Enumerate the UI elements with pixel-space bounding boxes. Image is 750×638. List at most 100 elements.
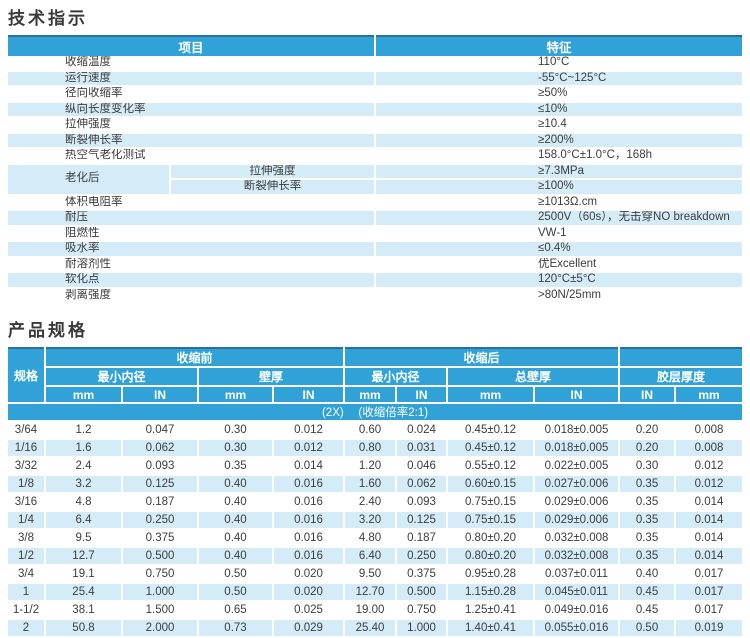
spec-cell-value: 0.014: [273, 457, 346, 476]
spec-cell-value: 0.062: [396, 475, 449, 494]
spec-cell-value: 0.031: [396, 439, 449, 458]
spec-col-header-size: 规格: [8, 348, 46, 404]
spec-size-value: 3/64: [8, 421, 46, 440]
spec-cell-value: 1.6: [45, 439, 123, 458]
spec-cell-value: 0.375: [122, 529, 199, 548]
spec-cell-value: 0.500: [396, 583, 449, 602]
spec-cell-value: 0.50: [619, 619, 677, 638]
spec-cell-value: 0.750: [396, 601, 449, 620]
spec-cell-value: 0.125: [396, 511, 449, 530]
spec-cell-value: 0.014: [675, 529, 743, 548]
spec-cell-value: 0.016: [273, 475, 346, 494]
tech-table-row: 阻燃性 VW-1: [8, 225, 743, 242]
spec-cell-value: 0.032±0.008: [534, 547, 621, 566]
spec-cell-value: 0.062: [122, 439, 199, 458]
spec-cell-value: 25.4: [45, 583, 123, 602]
spec-cell-value: 0.014: [675, 547, 743, 566]
spec-cell-value: 0.046: [396, 457, 449, 476]
spec-cell-value: 0.45: [619, 583, 677, 602]
spec-cell-value: 0.016: [273, 547, 346, 566]
spec-cell-value: 0.014: [675, 511, 743, 530]
spec-unit-header: IN: [534, 386, 621, 404]
spec-cell-value: 1.2: [45, 421, 123, 440]
spec-cell-value: 0.60±0.15: [447, 475, 536, 494]
spec-cell-value: 0.187: [122, 493, 199, 512]
spec-unit-header: mm: [344, 386, 398, 404]
tech-feature-value: 优Excellent: [375, 256, 743, 273]
spec-cell-value: 0.187: [396, 529, 449, 548]
spec-size-value: 1/2: [8, 547, 46, 566]
spec-cell-value: 0.55±0.12: [447, 457, 536, 476]
spec-cell-value: 0.055±0.016: [534, 619, 621, 638]
spec-cell-value: 0.029±0.006: [534, 511, 621, 530]
spec-header-row-units: mm IN mm IN mm IN mm IN IN mm: [8, 386, 743, 404]
spec-header-row-subgroups: 最小内径 壁厚 最小内径 总壁厚 胶层厚度: [8, 367, 743, 387]
spec-cell-value: 0.40: [198, 493, 274, 512]
tech-item-label: 断裂伸长率: [170, 179, 377, 196]
spec-cell-value: 0.45±0.12: [447, 439, 536, 458]
spec-cell-value: 0.008: [675, 421, 743, 440]
spec-table-body: 3/64 1.2 0.047 0.30 0.012 0.60 0.024 0.45±0.12 0…: [8, 421, 743, 638]
tech-section-title: 技术指示: [8, 9, 88, 28]
spec-cell-value: 2.4: [45, 457, 123, 476]
spec-cell-value: 2.000: [122, 619, 199, 638]
spec-cell-value: 25.40: [344, 619, 398, 638]
product-spec-table: 规格 收缩前 收缩后 最小内径 壁厚 最小内径 总壁厚 胶层厚度 mm IN mm I…: [8, 347, 743, 638]
spec-cell-value: 0.45: [619, 601, 677, 620]
tech-table-row: 拉伸强度 ≥10.4: [8, 117, 743, 134]
tech-item-label: 拉伸强度: [170, 163, 377, 180]
spec-cell-value: 0.20: [619, 421, 677, 440]
spec-cell-value: 0.35: [619, 529, 677, 548]
spec-cell-value: 0.250: [122, 511, 199, 530]
spec-cell-value: 1.000: [122, 583, 199, 602]
spec-cell-value: 3.2: [45, 475, 123, 494]
spec-subheader-wall: 壁厚: [198, 367, 346, 387]
tech-col-header-feature: 特征: [375, 36, 743, 56]
tech-item-label: 剥离强度: [8, 287, 377, 304]
spec-table-row: 3/64 1.2 0.047 0.30 0.012 0.60 0.024 0.45±0.12 0…: [8, 421, 743, 440]
tech-item-label: 耐溶剂性: [8, 256, 377, 273]
spec-cell-value: 0.024: [396, 421, 449, 440]
tech-item-label: 断裂伸长率: [8, 132, 377, 149]
spec-cell-value: 0.019: [675, 619, 743, 638]
shrink-ratio-note: (2X) (收缩倍率2:1): [8, 403, 743, 422]
spec-section-title: 产品规格: [8, 321, 88, 340]
spec-cell-value: 0.500: [122, 547, 199, 566]
spec-cell-value: 0.750: [122, 565, 199, 584]
spec-cell-value: 6.40: [344, 547, 398, 566]
spec-size-value: 3/32: [8, 457, 46, 476]
tech-table-row: 耐溶剂性 优Excellent: [8, 256, 743, 273]
spec-cell-value: 0.75±0.15: [447, 511, 536, 530]
spec-cell-value: 0.80±0.20: [447, 547, 536, 566]
spec-subheader-adhesive: 胶层厚度: [619, 367, 743, 387]
spec-cell-value: 1.500: [122, 601, 199, 620]
spec-unit-header: IN: [122, 386, 199, 404]
spec-cell-value: 50.8: [45, 619, 123, 638]
spec-group-empty: [619, 348, 743, 368]
spec-cell-value: 0.017: [675, 565, 743, 584]
spec-cell-value: 0.73: [198, 619, 274, 638]
spec-table-row: 3/4 19.1 0.750 0.50 0.020 9.50 0.375 0.95±0.28 0…: [8, 565, 743, 584]
spec-cell-value: 12.70: [344, 583, 398, 602]
spec-cell-value: 1.000: [396, 619, 449, 638]
spec-cell-value: 3.20: [344, 511, 398, 530]
spec-table-row: 1 25.4 1.000 0.50 0.020 12.70 0.500 1.15±0.28 0.…: [8, 583, 743, 602]
spec-size-value: 3/16: [8, 493, 46, 512]
spec-cell-value: 19.00: [344, 601, 398, 620]
spec-cell-value: 0.30: [619, 457, 677, 476]
spec-table-row: 3/16 4.8 0.187 0.40 0.016 2.40 0.093 0.75±0.15 0…: [8, 493, 743, 512]
tech-item-label: 耐压: [8, 210, 377, 227]
spec-size-value: 3/8: [8, 529, 46, 548]
spec-cell-value: 0.093: [122, 457, 199, 476]
spec-table-row: 1/4 6.4 0.250 0.40 0.016 3.20 0.125 0.75±0.15 0.…: [8, 511, 743, 530]
spec-header-row-groups: 规格 收缩前 收缩后: [8, 348, 743, 404]
tech-header-row: 项目 特征: [8, 36, 743, 56]
spec-cell-value: 0.012: [273, 421, 346, 440]
spec-cell-value: 0.032±0.008: [534, 529, 621, 548]
tech-feature-value: ≥10.4: [375, 117, 743, 134]
tech-item-label: 纵向长度变化率: [8, 101, 377, 118]
spec-unit-header: IN: [619, 386, 677, 404]
spec-cell-value: 0.020: [273, 583, 346, 602]
tech-feature-value: ≤10%: [375, 101, 743, 118]
